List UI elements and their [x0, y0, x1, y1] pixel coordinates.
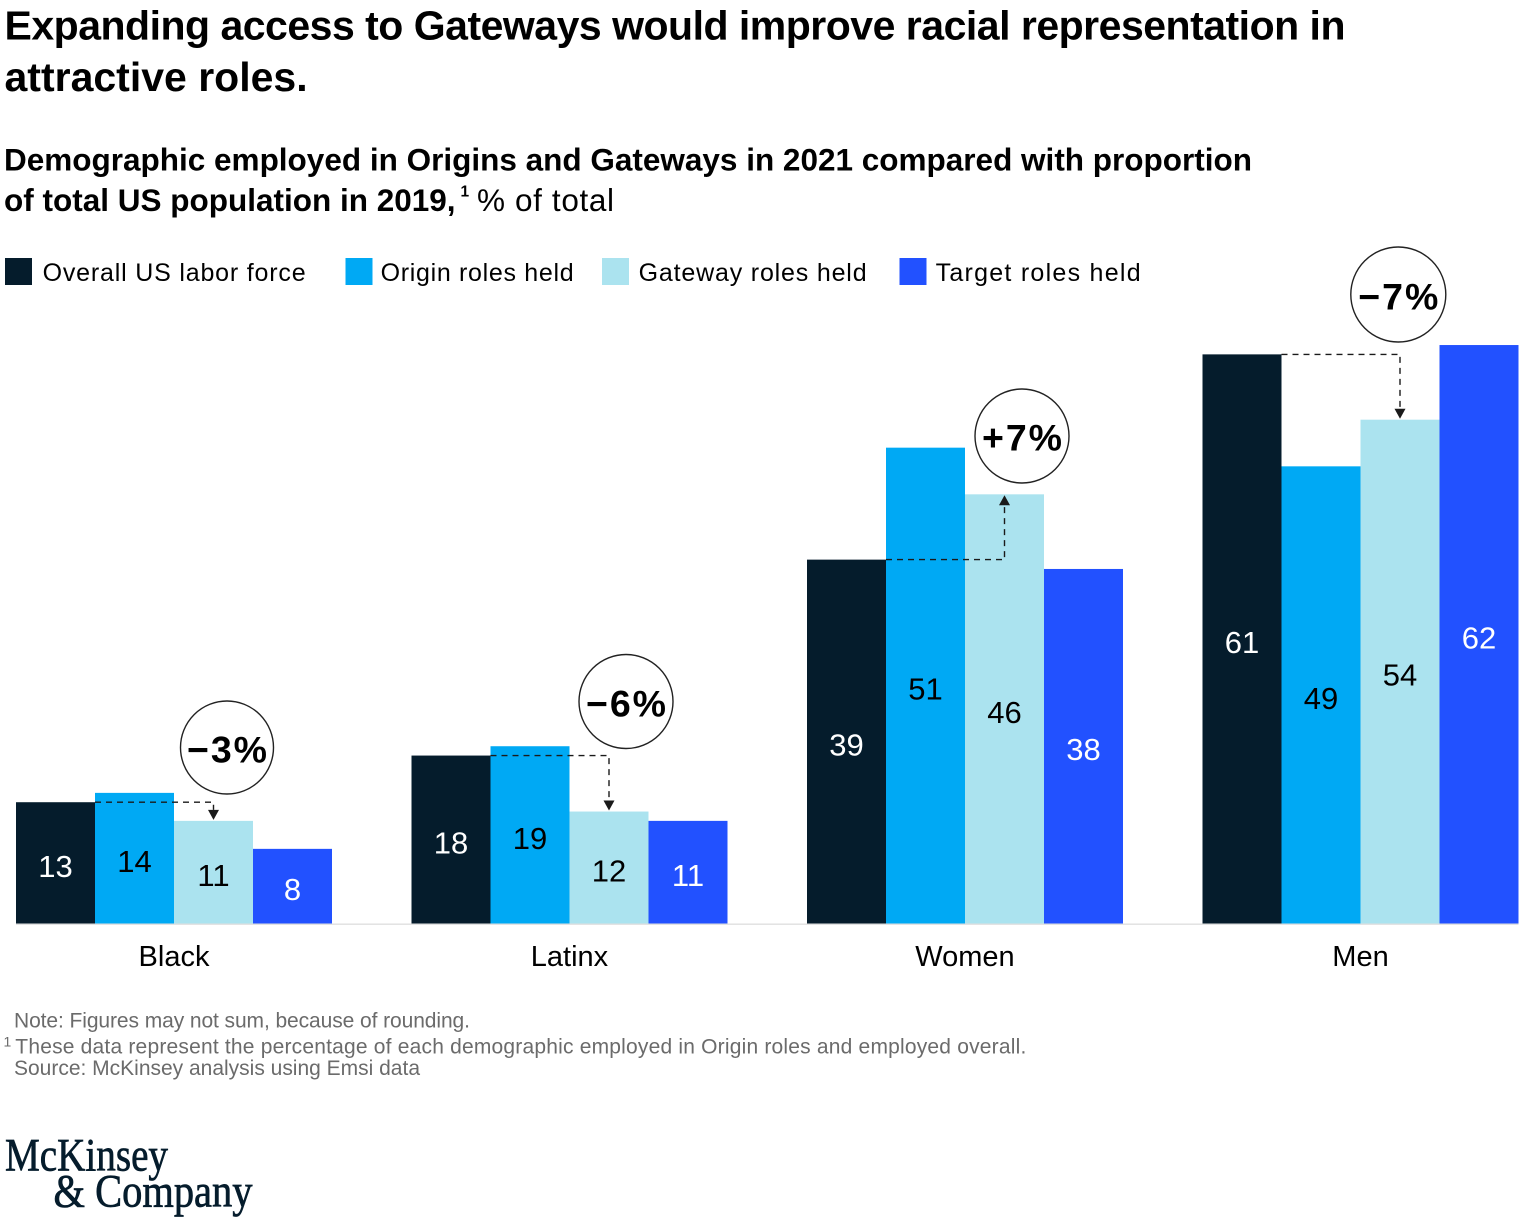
- svg-text:Black: Black: [139, 941, 210, 973]
- svg-text:−6%: −6%: [586, 683, 666, 725]
- svg-text:14: 14: [117, 844, 151, 879]
- svg-text:1: 1: [4, 1034, 12, 1050]
- svg-text:8: 8: [284, 872, 301, 907]
- svg-text:−7%: −7%: [1358, 276, 1438, 318]
- svg-text:of total US population in 2019: of total US population in 2019,: [4, 182, 456, 218]
- svg-text:13: 13: [38, 849, 72, 884]
- svg-text:11: 11: [672, 858, 704, 893]
- svg-text:12: 12: [592, 854, 626, 889]
- svg-text:Overall US labor force: Overall US labor force: [43, 259, 306, 287]
- svg-text:Expanding access to Gateways w: Expanding access to Gateways would impro…: [5, 3, 1346, 49]
- svg-text:% of total: % of total: [477, 182, 614, 218]
- svg-text:Latinx: Latinx: [531, 941, 609, 973]
- svg-text:Demographic employed in Origin: Demographic employed in Origins and Gate…: [4, 141, 1252, 177]
- svg-text:19: 19: [513, 821, 547, 856]
- svg-text:Target roles held: Target roles held: [936, 259, 1141, 287]
- svg-text:62: 62: [1462, 620, 1496, 655]
- svg-text:Gateway roles held: Gateway roles held: [639, 259, 867, 287]
- svg-text:38: 38: [1066, 732, 1100, 767]
- svg-text:These data represent the perce: These data represent the percentage of e…: [15, 1036, 1026, 1059]
- svg-text:61: 61: [1225, 625, 1259, 660]
- svg-text:Origin roles held: Origin roles held: [381, 259, 574, 287]
- svg-text:1: 1: [461, 184, 470, 201]
- svg-text:46: 46: [987, 695, 1021, 730]
- svg-text:Men: Men: [1332, 941, 1388, 973]
- svg-text:Note: Figures may not sum, bec: Note: Figures may not sum, because of ro…: [14, 1010, 470, 1033]
- svg-text:39: 39: [829, 728, 863, 763]
- svg-text:49: 49: [1304, 681, 1338, 716]
- svg-text:51: 51: [908, 672, 942, 707]
- svg-text:11: 11: [197, 858, 229, 893]
- svg-text:attractive roles.: attractive roles.: [5, 54, 308, 100]
- svg-text:& Company: & Company: [54, 1166, 253, 1218]
- svg-text:Women: Women: [915, 941, 1014, 973]
- svg-text:Source: McKinsey analysis usin: Source: McKinsey analysis using Emsi dat…: [14, 1057, 420, 1080]
- svg-text:McKinsey: McKinsey: [5, 1130, 168, 1182]
- svg-text:54: 54: [1383, 658, 1417, 693]
- svg-text:18: 18: [434, 826, 468, 861]
- svg-text:+7%: +7%: [982, 417, 1062, 459]
- svg-text:−3%: −3%: [187, 729, 267, 771]
